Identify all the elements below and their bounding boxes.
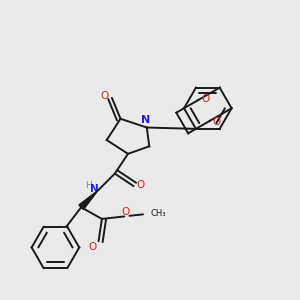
Text: O: O	[101, 91, 109, 101]
Text: O: O	[88, 242, 96, 252]
Text: O: O	[213, 117, 221, 128]
Text: N: N	[141, 116, 150, 125]
Text: O: O	[201, 94, 209, 103]
Polygon shape	[79, 190, 98, 209]
Text: O: O	[122, 207, 130, 217]
Text: N: N	[90, 184, 99, 194]
Text: CH₃: CH₃	[150, 209, 166, 218]
Text: H: H	[85, 181, 92, 190]
Text: O: O	[136, 179, 145, 190]
